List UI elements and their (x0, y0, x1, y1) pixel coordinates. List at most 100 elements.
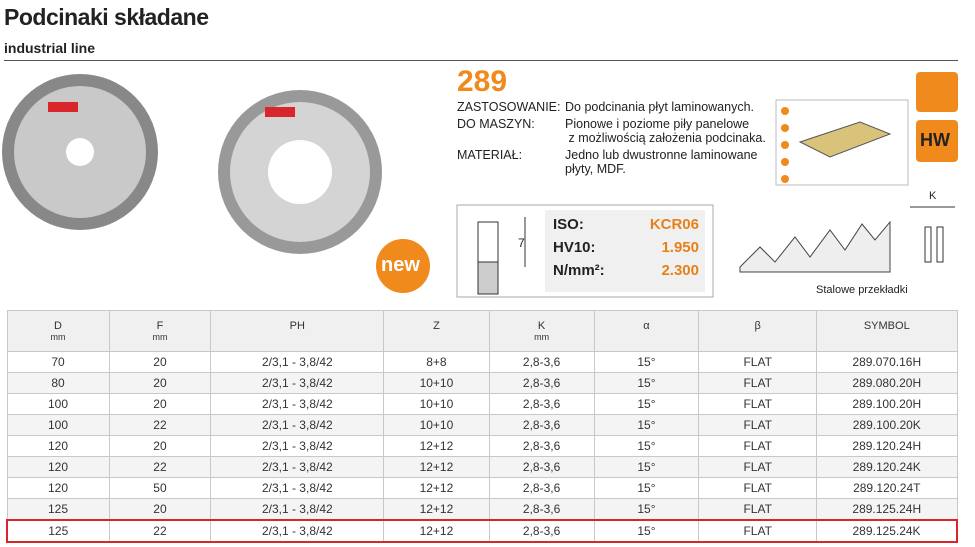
table-cell: 20 (108, 393, 212, 415)
table-cell: 12+12 (383, 456, 490, 478)
table-cell: 15° (593, 393, 700, 415)
table-cell: 289.120.24K (816, 456, 958, 478)
column-name: SYMBOL (863, 320, 910, 332)
table-cell: 22 (108, 519, 212, 543)
table-cell: 2,8-3,6 (488, 393, 595, 415)
spec-text: Pionowe i poziome piły panelowe z możliw… (565, 117, 766, 145)
spec-label: DO MASZYN: (457, 117, 535, 131)
table-cell: 12+12 (383, 435, 490, 457)
column-header: SYMBOL (816, 310, 958, 352)
table-cell: FLAT (698, 435, 818, 457)
table-cell: 20 (108, 372, 212, 394)
table-cell: 2/3,1 - 3,8/42 (210, 456, 385, 478)
table-cell: 100 (6, 393, 110, 415)
table-cell: 289.080.20H (816, 372, 958, 394)
spec-label: MATERIAŁ: (457, 148, 523, 162)
spec-text: Do podcinania płyt laminowanych. (565, 100, 754, 114)
table-cell: 2/3,1 - 3,8/42 (210, 393, 385, 415)
table-row: 120 20 2/3,1 - 3,8/42 12+12 2,8-3,6 15° FLAT 28… (6, 435, 958, 457)
column-name: D (54, 320, 62, 332)
table-cell: 15° (593, 519, 700, 543)
spec-label: ZASTOSOWANIE: (457, 100, 561, 114)
table-cell: 2,8-3,6 (488, 372, 595, 394)
bit (477, 221, 499, 263)
material-table (545, 210, 705, 292)
column-unit (596, 332, 698, 342)
column-header: α (593, 310, 700, 352)
table-cell: 10+10 (383, 372, 490, 394)
column-unit (385, 332, 487, 342)
caption: Stalowe przekładki (816, 284, 908, 296)
table-cell: 289.120.24T (816, 477, 958, 499)
table-row: 120 50 2/3,1 - 3,8/42 12+12 2,8-3,6 15° FLAT 28… (6, 477, 958, 499)
table-cell: FLAT (698, 351, 818, 373)
table-cell: 12+12 (383, 498, 490, 521)
table-cell: 2/3,1 - 3,8/42 (210, 519, 385, 543)
table-cell: 289.125.24H (816, 498, 958, 521)
table-cell: 289.070.16H (816, 351, 958, 373)
table-cell: 120 (6, 435, 110, 457)
table-cell: 10+10 (383, 414, 490, 436)
table-row: 125 20 2/3,1 - 3,8/42 12+12 2,8-3,6 15° FLAT 28… (6, 498, 958, 521)
column-header: Z (383, 310, 490, 352)
material-value: KCR06 (649, 216, 699, 233)
column-header: PH (210, 310, 385, 352)
table-cell: 50 (108, 477, 212, 499)
table-cell: FLAT (698, 498, 818, 521)
table-cell: 2,8-3,6 (488, 456, 595, 478)
hw-label: HW (920, 130, 950, 150)
material-value: 2.300 (661, 262, 699, 279)
table-cell: 20 (108, 435, 212, 457)
table-cell: 2/3,1 - 3,8/42 (210, 477, 385, 499)
table-cell: 100 (6, 414, 110, 436)
column-unit (212, 332, 382, 342)
material-label: ISO: (553, 216, 584, 233)
column-name: Z (433, 320, 440, 332)
saw-blade (2, 74, 158, 230)
table-cell: 289.120.24H (816, 435, 958, 457)
column-unit: mm (534, 332, 550, 342)
table-cell: 125 (6, 498, 110, 521)
table-cell: 2,8-3,6 (488, 435, 595, 457)
table-cell: 2/3,1 - 3,8/42 (210, 498, 385, 521)
table-cell: FLAT (698, 372, 818, 394)
column-header: β (698, 310, 818, 352)
hw-badge (916, 120, 958, 162)
illustrations (2, 72, 958, 298)
table-cell: 15° (593, 456, 700, 478)
k-label: K (929, 190, 937, 202)
stars (781, 107, 789, 183)
saw-blade (218, 90, 382, 254)
rule (4, 60, 958, 61)
table-cell: 8+8 (383, 351, 490, 373)
table-cell: 22 (108, 456, 212, 478)
table-cell: 15° (593, 477, 700, 499)
table-cell: 120 (6, 477, 110, 499)
table-cell: 2,8-3,6 (488, 414, 595, 436)
new-label: new (381, 254, 420, 276)
title: Podcinaki składane (4, 4, 209, 30)
table-row: 70 20 2/3,1 - 3,8/42 8+8 2,8-3,6 15° FLAT 289.0… (6, 351, 958, 373)
table-row: 100 22 2/3,1 - 3,8/42 10+10 2,8-3,6 15° FLAT 28… (6, 414, 958, 436)
column-name: F (156, 320, 164, 332)
icon (916, 72, 958, 112)
column-name: β (754, 320, 761, 332)
table-cell: 120 (6, 456, 110, 478)
table-row: 125 22 2/3,1 - 3,8/42 12+12 2,8-3,6 15° FLAT 28… (5, 519, 959, 543)
table-row: 120 22 2/3,1 - 3,8/42 12+12 2,8-3,6 15° FLAT 28… (6, 456, 958, 478)
table-cell: 289.100.20K (816, 414, 958, 436)
table-cell: FLAT (698, 393, 818, 415)
table-cell: FLAT (698, 477, 818, 499)
table-cell: FLAT (698, 519, 818, 543)
material-value: 1.950 (661, 239, 699, 256)
table-cell: 2,8-3,6 (488, 477, 595, 499)
table-cell: 15° (593, 498, 700, 521)
table-row: 100 20 2/3,1 - 3,8/42 10+10 2,8-3,6 15° FLAT 28… (6, 393, 958, 415)
table-cell: 2/3,1 - 3,8/42 (210, 414, 385, 436)
table-row: 80 20 2/3,1 - 3,8/42 10+10 2,8-3,6 15° FLAT 289… (6, 372, 958, 394)
table-cell: FLAT (698, 414, 818, 436)
product-code: 289 (457, 65, 508, 98)
